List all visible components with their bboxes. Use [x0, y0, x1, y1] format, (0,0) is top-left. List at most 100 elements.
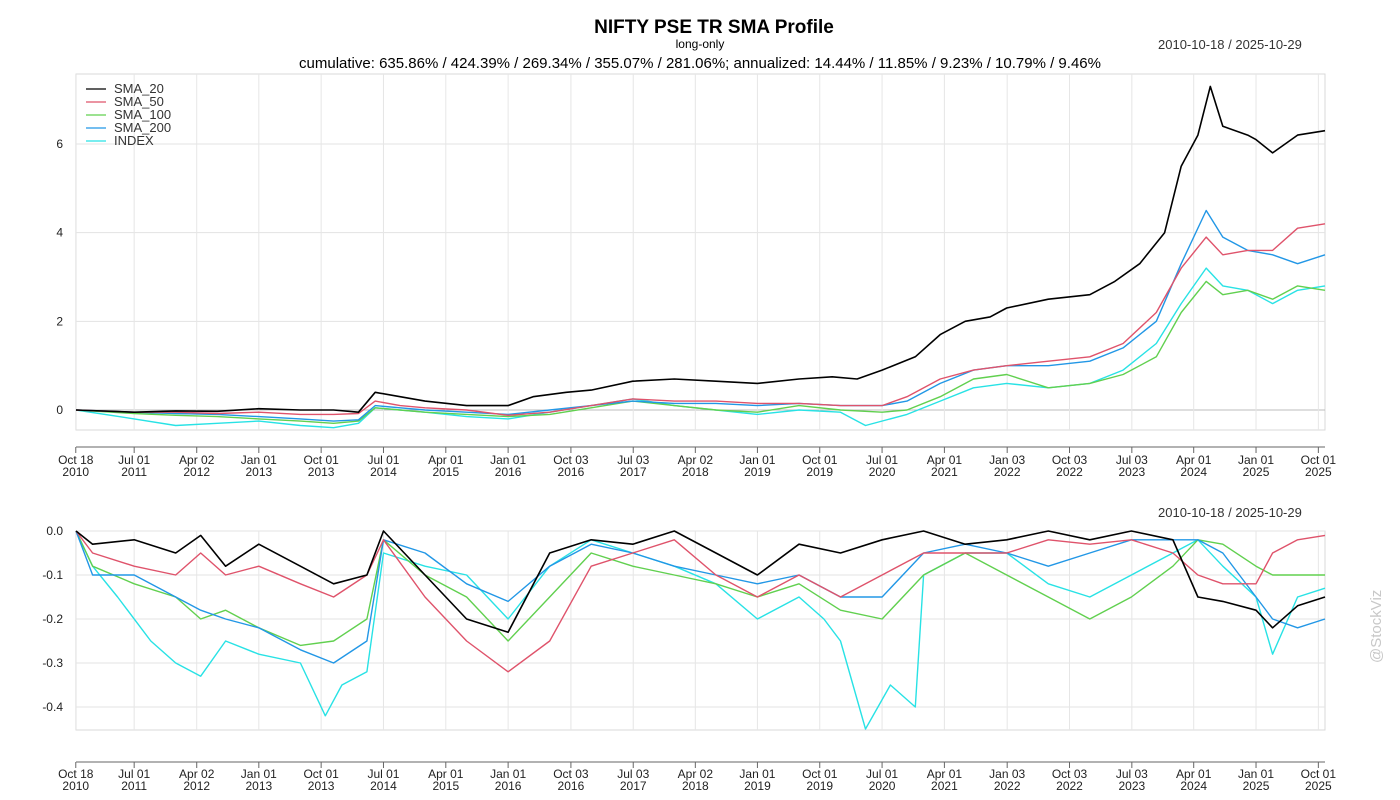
- legend-label-sma-200: SMA_200: [114, 120, 171, 135]
- legend-label-index: INDEX: [114, 133, 154, 148]
- x-tick-label: Apr 01: [428, 453, 464, 467]
- x-tick-label: Oct 03: [553, 453, 589, 467]
- series-line-sma-20: [75, 85, 1326, 414]
- x-tick-label: Jan 01: [241, 767, 277, 781]
- chart-title: NIFTY PSE TR SMA Profile: [594, 17, 834, 38]
- y-tick-label: -0.2: [42, 612, 63, 626]
- watermark: @StockViz: [1368, 590, 1385, 663]
- x-tick-label: Jul 03: [1116, 767, 1148, 781]
- x-tick-label: Jan 01: [1238, 767, 1274, 781]
- x-tick-label: Jul 01: [367, 453, 399, 467]
- x-tick-label: Apr 01: [1176, 453, 1212, 467]
- y-tick-label: 2: [56, 314, 63, 328]
- x-tick-label: Oct 03: [1052, 767, 1088, 781]
- x-tick-label-year: 2022: [994, 465, 1021, 479]
- x-tick-label: Apr 01: [428, 767, 464, 781]
- x-tick-label: Jul 01: [866, 453, 898, 467]
- x-tick-label: Jan 01: [739, 767, 775, 781]
- x-tick-label-year: 2017: [620, 465, 647, 479]
- x-tick-label: Jan 01: [490, 453, 526, 467]
- x-tick-label-year: 2023: [1118, 779, 1145, 793]
- series-line-sma-50: [75, 223, 1326, 416]
- x-tick-label-year: 2020: [869, 465, 896, 479]
- y-tick-label: 0.0: [46, 524, 63, 538]
- x-tick-label-year: 2016: [558, 779, 585, 793]
- x-tick-label-year: 2013: [308, 465, 335, 479]
- x-tick-label: Jul 03: [617, 767, 649, 781]
- x-tick-label-year: 2024: [1180, 465, 1207, 479]
- x-tick-label-year: 2025: [1243, 779, 1270, 793]
- x-tick-label-year: 2023: [1118, 465, 1145, 479]
- x-tick-label-year: 2013: [308, 779, 335, 793]
- x-tick-label-year: 2014: [370, 465, 397, 479]
- legend-label-sma-100: SMA_100: [114, 107, 171, 122]
- main-date-range: 2010-10-18 / 2025-10-29: [1158, 37, 1302, 52]
- x-tick-label: Jul 03: [617, 453, 649, 467]
- x-tick-label-year: 2012: [183, 779, 210, 793]
- x-tick-label: Oct 03: [1052, 453, 1088, 467]
- x-tick-label: Oct 01: [802, 453, 838, 467]
- series-line-sma-50: [75, 530, 1326, 673]
- x-tick-label-year: 2024: [1180, 779, 1207, 793]
- x-tick-label-year: 2016: [495, 779, 522, 793]
- x-tick-label: Jan 01: [241, 453, 277, 467]
- x-tick-label: Jul 01: [118, 767, 150, 781]
- legend-label-sma-50: SMA_50: [114, 94, 164, 109]
- x-tick-label: Oct 18: [58, 453, 94, 467]
- x-tick-label: Jan 03: [989, 767, 1025, 781]
- x-tick-label-year: 2019: [744, 779, 771, 793]
- x-tick-label: Apr 02: [179, 453, 215, 467]
- x-tick-label: Jan 03: [989, 453, 1025, 467]
- y-tick-label: -0.3: [42, 656, 63, 670]
- x-tick-label-year: 2011: [121, 779, 147, 793]
- x-tick-label: Oct 01: [303, 453, 339, 467]
- x-tick-label: Apr 02: [179, 767, 215, 781]
- x-tick-label-year: 2015: [432, 779, 459, 793]
- x-tick-label-year: 2021: [931, 779, 958, 793]
- x-tick-label: Jan 01: [739, 453, 775, 467]
- y-tick-label: 0: [56, 403, 63, 417]
- drawdown-date-range: 2010-10-18 / 2025-10-29: [1158, 505, 1302, 520]
- y-tick-label: 6: [56, 137, 63, 151]
- x-tick-label: Oct 01: [802, 767, 838, 781]
- series-line-sma-200: [75, 209, 1326, 422]
- x-tick-label: Jul 01: [866, 767, 898, 781]
- y-tick-label: 4: [56, 226, 63, 240]
- plot-frame: [75, 73, 1326, 431]
- x-tick-label: Apr 01: [927, 453, 963, 467]
- x-tick-label-year: 2025: [1305, 465, 1332, 479]
- x-tick-label: Jul 01: [367, 767, 399, 781]
- x-tick-label-year: 2018: [682, 779, 709, 793]
- x-tick-label-year: 2014: [370, 779, 397, 793]
- x-tick-label: Apr 02: [678, 453, 714, 467]
- y-tick-label: -0.4: [42, 700, 63, 714]
- x-tick-label: Oct 18: [58, 767, 94, 781]
- x-tick-label: Apr 02: [678, 767, 714, 781]
- x-tick-label: Oct 01: [1301, 453, 1337, 467]
- x-tick-label-year: 2019: [806, 779, 833, 793]
- x-tick-label: Apr 01: [1176, 767, 1212, 781]
- x-tick-label-year: 2018: [682, 465, 709, 479]
- x-tick-label: Oct 01: [303, 767, 339, 781]
- x-tick-label: Jul 03: [1116, 453, 1148, 467]
- x-tick-label: Jan 01: [490, 767, 526, 781]
- x-tick-label-year: 2012: [183, 465, 210, 479]
- x-tick-label-year: 2016: [495, 465, 522, 479]
- series-line-index: [75, 267, 1326, 429]
- x-tick-label: Apr 01: [927, 767, 963, 781]
- x-tick-label: Jul 01: [118, 453, 150, 467]
- x-tick-label-year: 2022: [994, 779, 1021, 793]
- x-tick-label-year: 2017: [620, 779, 647, 793]
- y-tick-label: -0.1: [42, 568, 63, 582]
- x-tick-label-year: 2020: [869, 779, 896, 793]
- series-line-sma-20: [75, 530, 1326, 634]
- x-tick-label-year: 2025: [1243, 465, 1270, 479]
- legend-label-sma-20: SMA_20: [114, 81, 164, 96]
- x-tick-label-year: 2010: [62, 465, 89, 479]
- x-tick-label-year: 2011: [121, 465, 147, 479]
- watermark-text: @StockViz: [1368, 590, 1385, 663]
- x-tick-label: Jan 01: [1238, 453, 1274, 467]
- series-line-sma-100: [75, 530, 1325, 647]
